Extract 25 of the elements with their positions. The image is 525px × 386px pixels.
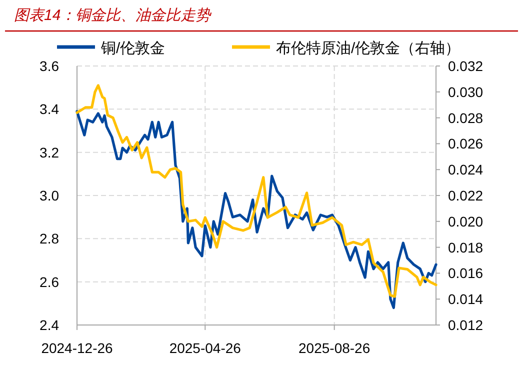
y2-tick-label: 0.018 [448,239,484,256]
y2-tick-label: 0.022 [448,188,484,204]
y-tick-label: 2.4 [40,317,60,333]
legend-label: 铜/伦敦金 [100,40,166,57]
legend-label: 布伦特原油/伦敦金（右轴） [276,40,460,57]
y-tick-label: 3.6 [40,58,60,74]
x-tick-label: 2025-08-26 [298,340,370,356]
y-tick-label: 3.2 [40,144,60,160]
y2-tick-label: 0.012 [448,317,484,333]
x-tick-label: 2025-04-26 [169,340,242,356]
y2-tick-label: 0.020 [448,213,484,230]
y2-tick-label: 0.014 [448,291,484,308]
y-tick-label: 3.0 [40,188,60,204]
y2-tick-label: 0.024 [448,162,484,178]
y-tick-label: 2.6 [40,274,60,290]
chart-title: 图表14：铜金比、油金比走势 [14,7,213,24]
x-tick-label: 2024-12-26 [41,340,114,356]
y2-tick-label: 0.026 [448,136,484,152]
y2-tick-label: 0.030 [448,84,484,100]
y2-tick-label: 0.028 [448,110,484,126]
y-tick-label: 2.8 [40,230,60,247]
y2-tick-label: 0.016 [448,265,484,282]
line-series [76,84,438,298]
y-tick-label: 3.4 [40,101,60,118]
y2-tick-label: 0.032 [448,58,484,74]
